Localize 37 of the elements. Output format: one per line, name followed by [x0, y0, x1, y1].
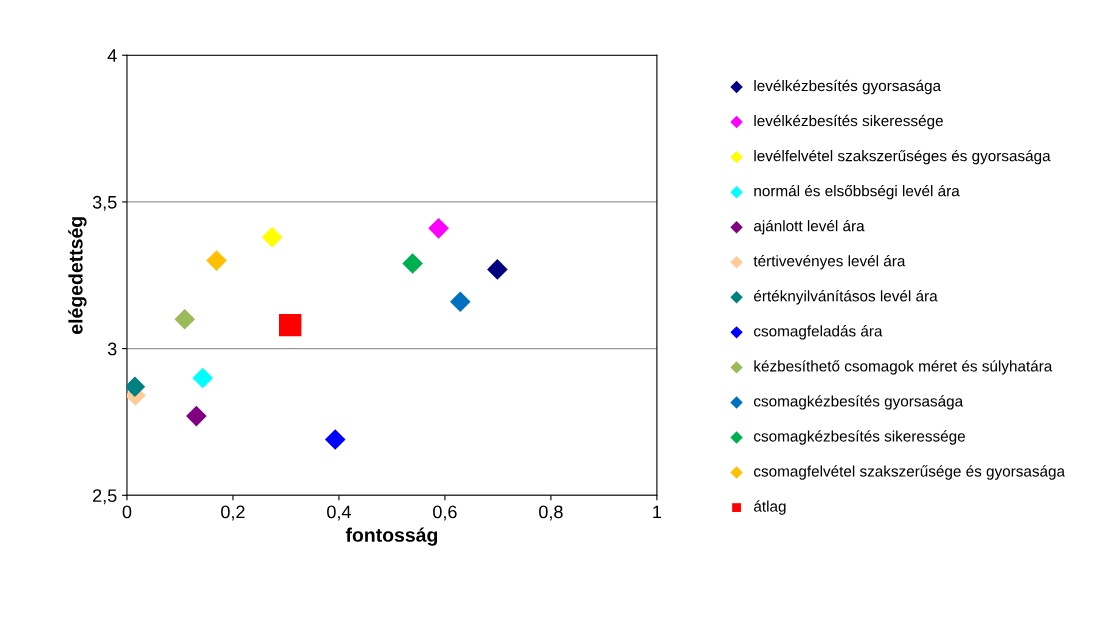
x-tick-label: 0	[122, 505, 132, 519]
point	[186, 405, 207, 427]
legend-label: levélfelvétel szakszerűséges és gyorsasága	[754, 149, 1051, 165]
legend-label: levélkézbesítés gyorsasága	[754, 79, 942, 95]
y-axis-title: elégedettség	[68, 217, 87, 334]
point	[324, 429, 346, 450]
x-tick-label: 0,6	[433, 505, 457, 521]
y-tick-label: 2,5	[93, 489, 117, 505]
legend-label: kézbesíthető csomagok méret és súlyhatára	[754, 360, 1053, 375]
legend-label: csomagfelvétel szakszerűsége és gyorsasága	[754, 465, 1066, 480]
legend-label: normál és elsőbbségi levél ára	[754, 184, 960, 200]
legend-label: átlag	[754, 500, 786, 515]
point	[192, 367, 214, 389]
x-tick-label: 1	[653, 505, 662, 519]
legend-label: értéknyilvánításos levél ára	[754, 290, 938, 305]
point	[174, 308, 196, 330]
point	[428, 218, 449, 239]
legend-label: ajánlott levél ára	[754, 219, 865, 235]
x-tick-label: 0,2	[221, 505, 245, 521]
legend-label: csomagkézbesítés sikeressége	[754, 430, 965, 445]
legend-label: csomagfeladás ára	[754, 325, 883, 340]
point	[206, 250, 227, 271]
legend-label: levélkézbesítés sikeressége	[754, 114, 943, 130]
point	[449, 291, 471, 312]
legend-label: tértivevényes levél ára	[753, 255, 906, 270]
y-tick-label: 3	[107, 342, 117, 356]
point	[126, 376, 146, 398]
y-tick-label: 3,5	[92, 195, 117, 211]
y-tick-label: 4	[107, 49, 117, 62]
point	[261, 226, 283, 248]
x-tick-label: 0,4	[327, 505, 351, 521]
point	[402, 253, 423, 274]
x-axis-title: fontosság	[345, 527, 438, 546]
point	[278, 313, 302, 337]
x-tick-label: 0,8	[539, 505, 563, 521]
legend-label: csomagkézbesítés gyorsasága	[754, 395, 964, 410]
point	[487, 259, 508, 280]
